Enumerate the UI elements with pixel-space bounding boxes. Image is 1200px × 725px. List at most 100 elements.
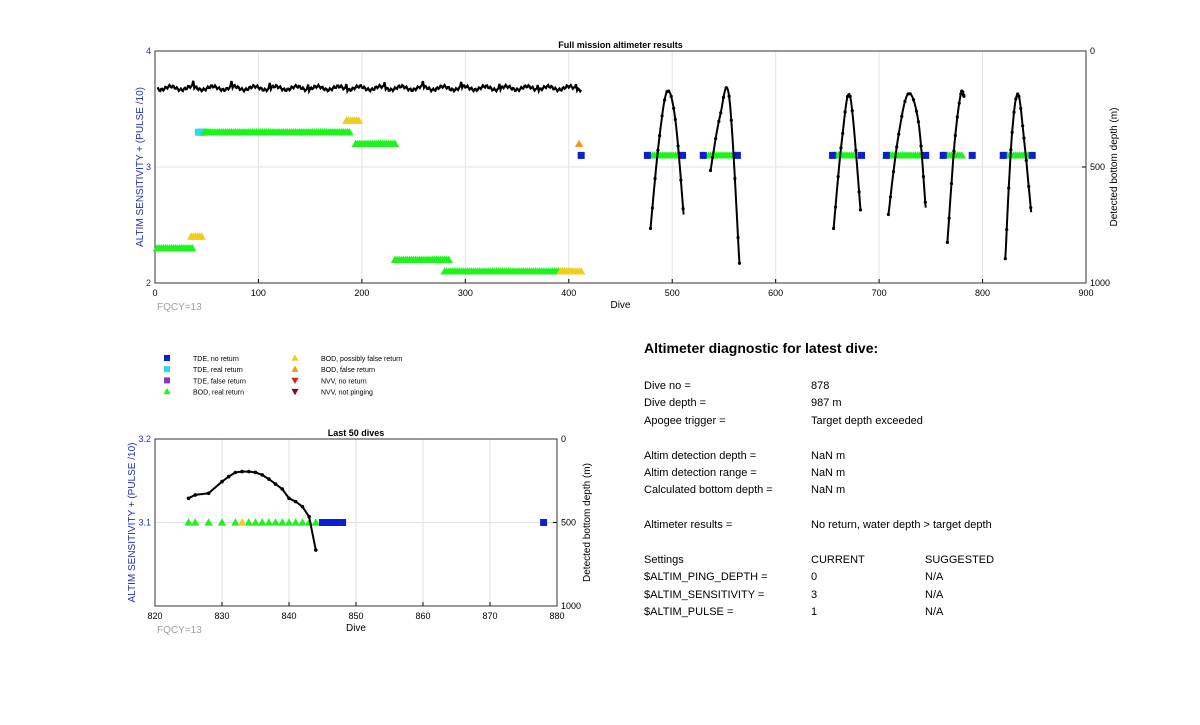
diagnostic-label: Calculated bottom depth = [644, 484, 773, 497]
x-tick-label: 0 [152, 288, 157, 298]
depth-point [845, 94, 850, 99]
x-tick-label: 500 [665, 288, 680, 298]
diagnostic-value: No return, water depth > target depth [811, 519, 992, 532]
depth-point [945, 240, 949, 244]
depth-point [1027, 184, 1031, 189]
diagnostic-row: Settings CURRENT SUGGESTED [644, 552, 1164, 569]
depth-point [949, 182, 954, 186]
depth-point [719, 111, 723, 115]
data-point [858, 151, 866, 159]
diagnostic-label: Dive depth = [644, 397, 707, 410]
chart-title: Full mission altimeter results [558, 40, 683, 50]
depth-point [908, 92, 912, 96]
depth-point [253, 470, 258, 475]
data-point [999, 151, 1007, 159]
depth-point [1019, 106, 1023, 111]
depth-point [267, 477, 271, 481]
data-point [237, 518, 247, 526]
depth-point [672, 106, 676, 110]
depth-point [1014, 97, 1018, 101]
legend-label: NVV, not pinging [321, 390, 373, 397]
depth-point [226, 474, 231, 479]
y2-tick-label: 0 [561, 434, 566, 444]
x-tick-label: 700 [872, 288, 887, 298]
depth-point [662, 98, 667, 102]
depth-point [724, 86, 728, 90]
diagnostic-row [644, 500, 1164, 517]
data-point [278, 518, 287, 526]
depth-point [891, 169, 896, 174]
data-point [540, 519, 548, 526]
data-point [204, 518, 213, 526]
depth-point [260, 473, 265, 477]
depth-point [961, 90, 965, 94]
altimeter-diagnostic-panel: Altimeter diagnostic for latest dive: Di… [644, 340, 1164, 621]
depth-point [916, 120, 921, 124]
legend-marker [291, 377, 299, 384]
legend-marker [164, 366, 170, 373]
depth-point [850, 109, 854, 113]
data-point [244, 518, 253, 526]
data-point [390, 139, 400, 147]
legend: TDE, no return TDE, real return TDE, false… [163, 354, 402, 397]
fqcy-annotation: FQCY=13 [157, 302, 202, 313]
diagnostic-value: 1 [811, 606, 818, 619]
depth-point [681, 206, 685, 211]
diagnostic-label: Altim detection range = [644, 466, 757, 479]
depth-point [653, 176, 657, 181]
x-tick-label: 400 [561, 288, 576, 298]
data-point [679, 151, 687, 159]
diagnostic-label: Dive no = [644, 380, 691, 392]
legend-marker [163, 388, 171, 395]
data-point [231, 518, 240, 526]
depth-point [952, 149, 956, 153]
data-point [882, 151, 890, 159]
depth-point [669, 94, 673, 98]
diagnostic-row: Altim detection range = NaN m [644, 465, 1164, 482]
diagnostic-row: Apogee trigger = Target depth exceeded [644, 413, 1164, 430]
data-point [339, 519, 347, 526]
depth-point [280, 487, 285, 491]
depth-point [729, 118, 733, 122]
data-point [191, 518, 200, 526]
x-tick-label: 200 [354, 288, 369, 298]
legend-label: TDE, no return [193, 356, 239, 363]
y2-tick-label: 1000 [561, 601, 581, 611]
depth-point [1017, 94, 1021, 99]
depth-point [1009, 148, 1013, 152]
data-point [251, 518, 260, 526]
diagnostic-row: Altim detection depth = NaN m [644, 448, 1164, 465]
data-point [576, 267, 586, 275]
diagnostic-value: 3 [811, 588, 818, 601]
legend-marker [291, 388, 299, 396]
data-point [332, 519, 340, 526]
data-point [188, 244, 197, 252]
diagnostic-value: 0 [811, 571, 818, 584]
depth-point [919, 144, 923, 148]
depth-point [888, 195, 893, 199]
depth-point [186, 496, 191, 501]
last-50-dives-chart: 820 830 840 850 860 870 880 3.1 3.2 0 500 1000 Last … [127, 428, 593, 636]
depth-point [839, 146, 843, 150]
data-point [733, 151, 741, 159]
data-point [325, 519, 333, 526]
plot-frame [154, 50, 1087, 284]
depth-point [247, 469, 251, 474]
depth-point [300, 504, 305, 509]
data-point [699, 151, 707, 159]
legend-label: TDE, false return [193, 378, 246, 385]
x-tick-label: 600 [768, 288, 783, 298]
legend-label: NVV, no return [321, 378, 367, 385]
y2-tick-label: 500 [561, 518, 576, 528]
chart-title: Last 50 dives [328, 428, 385, 438]
diagnostic-row [644, 430, 1164, 447]
diagnostic-value: 987 m [811, 397, 842, 410]
x-tick-label: 900 [1078, 288, 1093, 298]
data-point [217, 518, 227, 526]
depth-point [737, 261, 742, 265]
depth-point [193, 493, 197, 497]
full-mission-chart: 0 100 200 300 400 500 600 700 800 900 2 3 4 0 500 1000 F… [135, 40, 1120, 313]
depth-point [1003, 257, 1007, 261]
y-tick-label: 4 [146, 46, 151, 56]
depth-point [679, 178, 683, 182]
